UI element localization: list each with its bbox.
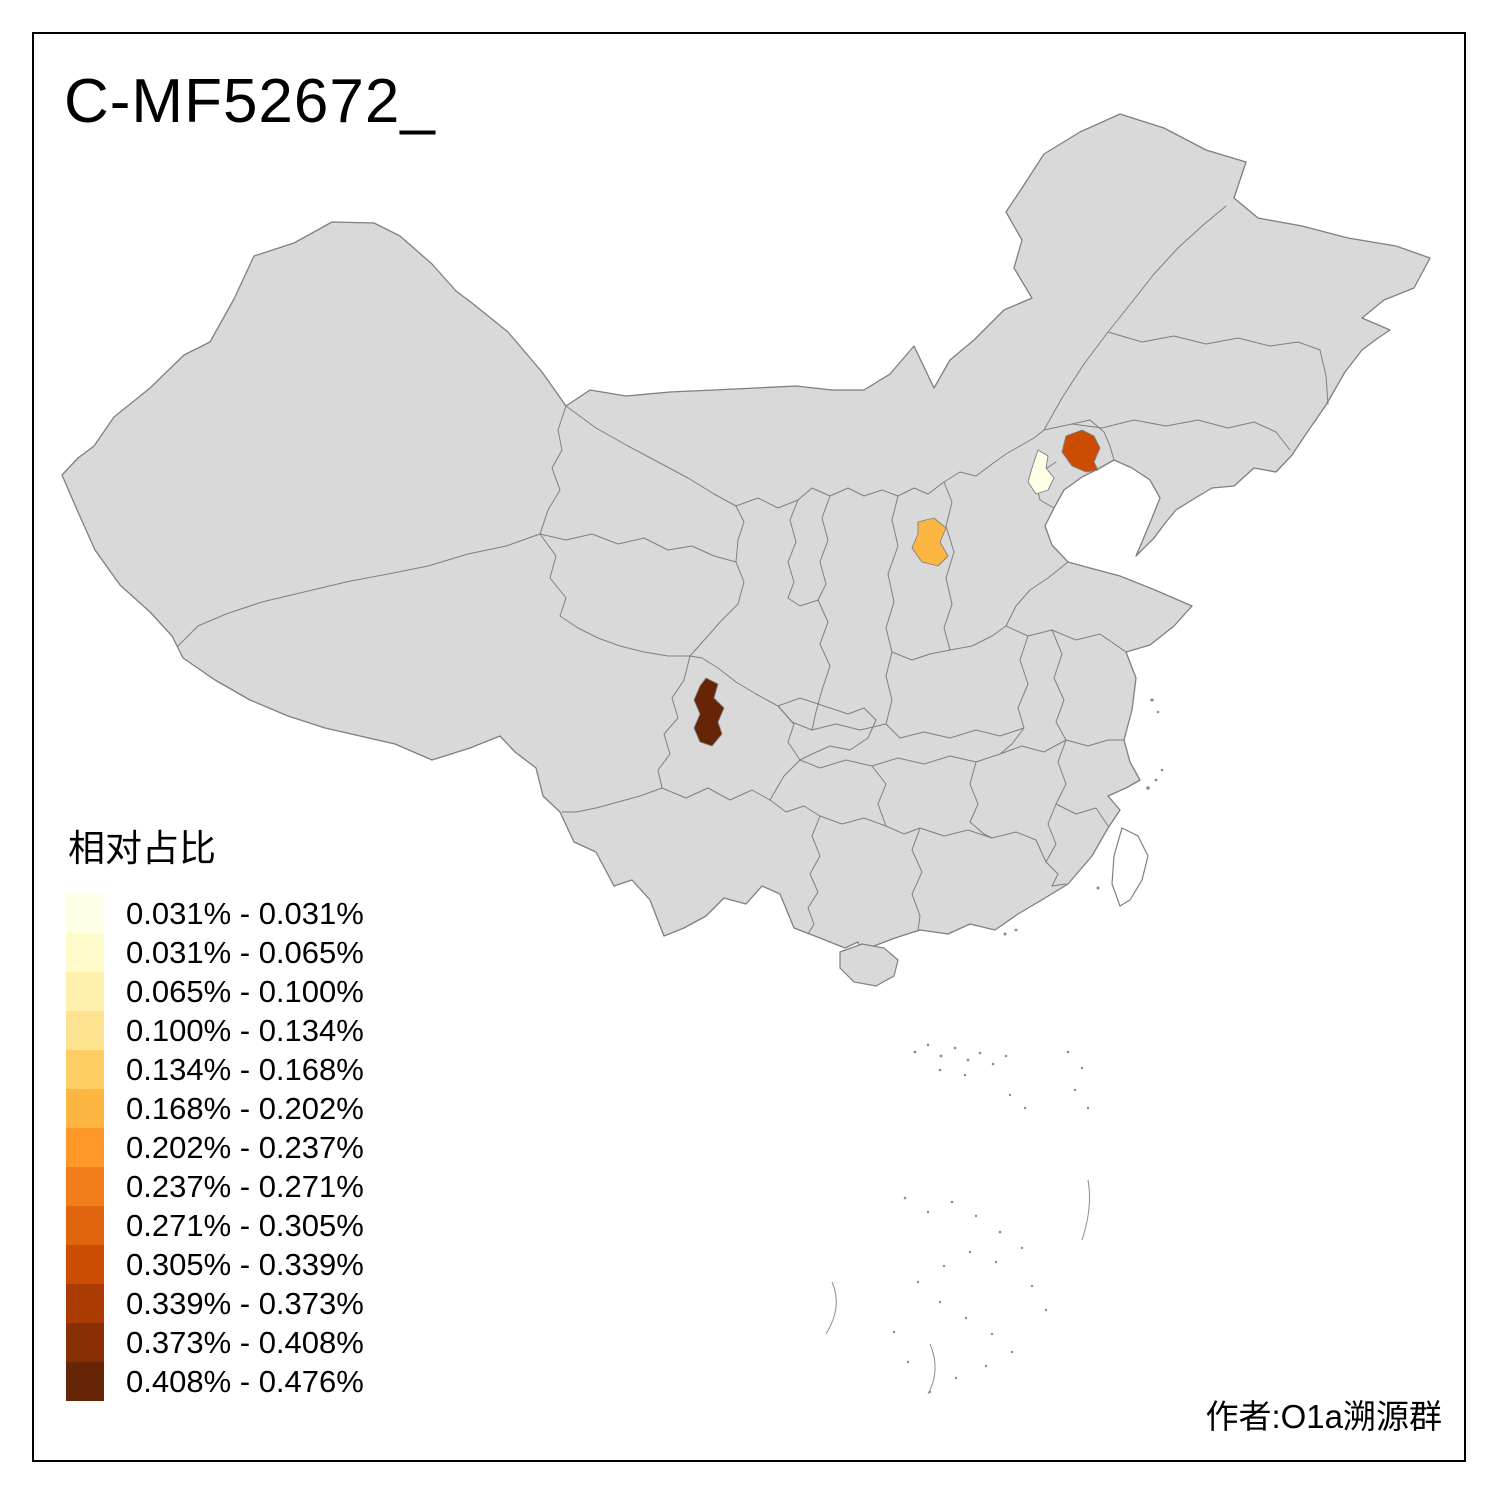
legend-row: 0.373% - 0.408% [66,1323,364,1362]
legend-rows: 0.031% - 0.031% 0.031% - 0.065% 0.065% - 0… [66,894,364,1401]
highlighted-regions [693,429,1101,747]
legend-bin-label: 0.134% - 0.168% [126,1051,364,1087]
legend-bin-label: 0.373% - 0.408% [126,1324,364,1360]
legend-bin-label: 0.408% - 0.476% [126,1363,364,1399]
legend-swatch [66,1089,104,1128]
legend-bin-label: 0.271% - 0.305% [126,1207,364,1243]
map-title: C-MF52672_ [64,67,436,136]
legend-swatch [66,1245,104,1284]
legend-row: 0.168% - 0.202% [66,1089,364,1128]
legend-bin-label: 0.202% - 0.237% [126,1129,364,1165]
highlight-region-southwest [693,677,725,747]
legend-swatch [66,1050,104,1089]
small-islands [892,698,1164,1394]
legend-swatch [66,1128,104,1167]
legend-row: 0.339% - 0.373% [66,1284,364,1323]
highlight-region-bohai-coast [1061,429,1101,473]
legend-swatch [66,972,104,1011]
legend-swatch [66,1284,104,1323]
legend-swatch [66,894,104,933]
attribution: 作者:O1a溯源群 [1205,1398,1442,1435]
legend-bin-label: 0.100% - 0.134% [126,1012,364,1048]
mainland-china [61,113,1431,963]
sea-coast-marks [825,1179,1091,1395]
hainan-island [839,943,899,987]
legend-row: 0.134% - 0.168% [66,1050,364,1089]
legend-bin-label: 0.305% - 0.339% [126,1246,364,1282]
legend-swatch [66,1206,104,1245]
legend: 相对占比 0.031% - 0.031% 0.031% - 0.065% 0.065… [66,818,364,1401]
highlight-region-north-small [1027,449,1055,495]
legend-row: 0.237% - 0.271% [66,1167,364,1206]
legend-row: 0.031% - 0.031% [66,894,364,933]
province-borders [177,205,1329,935]
legend-row: 0.271% - 0.305% [66,1206,364,1245]
legend-row: 0.305% - 0.339% [66,1245,364,1284]
legend-bin-label: 0.339% - 0.373% [126,1285,364,1321]
legend-title: 相对占比 [68,828,216,869]
legend-bin-label: 0.237% - 0.271% [126,1168,364,1204]
legend-row: 0.202% - 0.237% [66,1128,364,1167]
legend-swatch [66,1167,104,1206]
legend-swatch [66,1011,104,1050]
legend-row: 0.065% - 0.100% [66,972,364,1011]
legend-bin-label: 0.031% - 0.065% [126,934,364,970]
legend-row: 0.408% - 0.476% [66,1362,364,1401]
legend-swatch [66,933,104,972]
legend-swatch [66,1323,104,1362]
highlight-region-central-north [911,517,949,567]
legend-bin-label: 0.065% - 0.100% [126,973,364,1009]
taiwan-island [1111,827,1149,907]
legend-bin-label: 0.031% - 0.031% [126,895,364,931]
legend-row: 0.031% - 0.065% [66,933,364,972]
legend-row: 0.100% - 0.134% [66,1011,364,1050]
legend-swatch [66,1362,104,1401]
legend-bin-label: 0.168% - 0.202% [126,1090,364,1126]
